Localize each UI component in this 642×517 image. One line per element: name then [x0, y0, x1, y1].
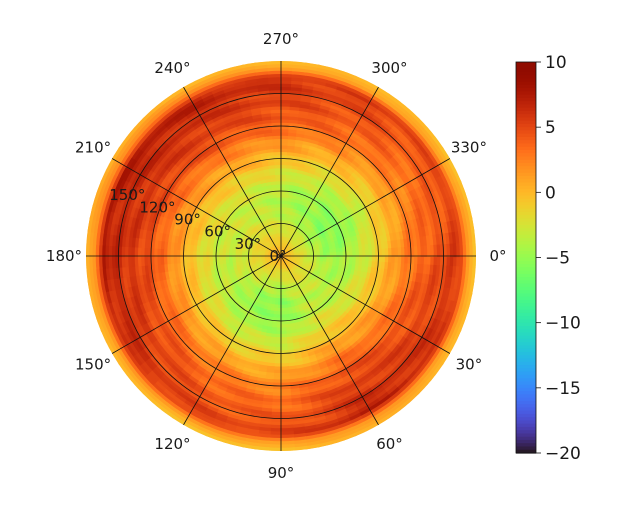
polar-heatmap-chart: 0°30°60°90°120°150°180°210°240°270°300°3… [0, 0, 642, 517]
chart-canvas: 0°30°60°90°120°150°180°210°240°270°300°3… [0, 0, 642, 513]
